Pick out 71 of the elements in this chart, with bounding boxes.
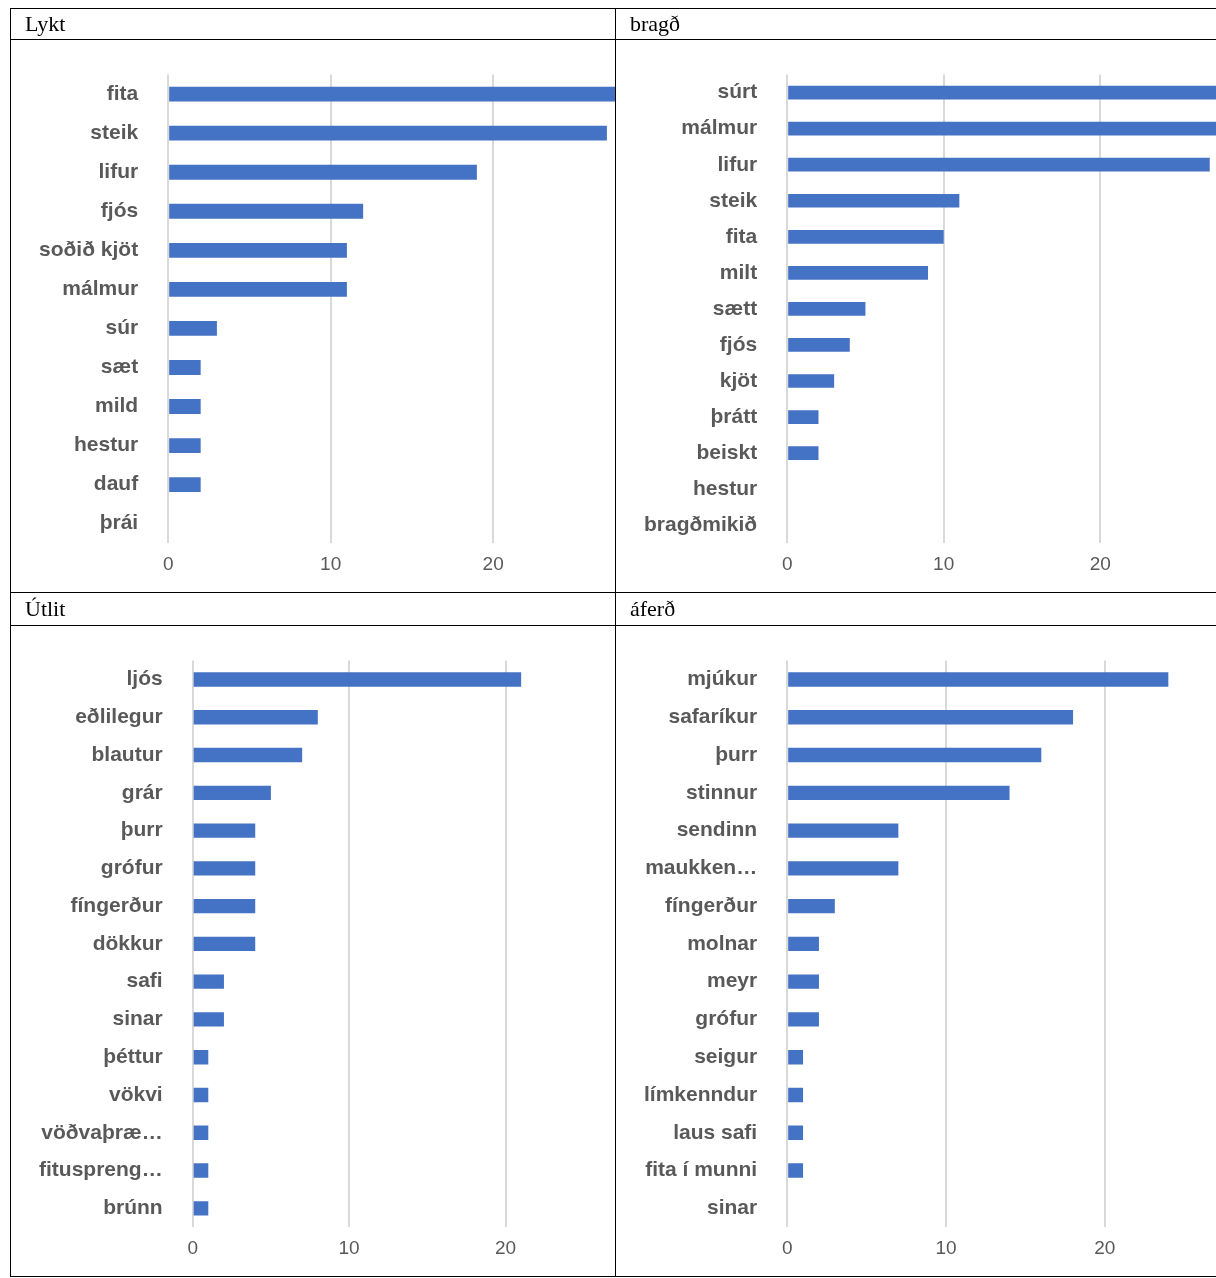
y-tick-label: safi [126, 968, 163, 992]
y-tick-label: fíngerður [665, 892, 758, 916]
y-tick-label: kjöt [719, 367, 758, 391]
y-tick-label: molnar [687, 930, 758, 954]
y-tick-label: ljós [126, 666, 163, 690]
x-tick-label: 10 [933, 552, 955, 574]
chart-title: Útlit [11, 593, 615, 626]
y-tick-label: grófur [100, 855, 163, 879]
y-tick-label: súr [105, 315, 139, 339]
x-tick-label: 20 [494, 1236, 517, 1258]
x-tick-label: 0 [187, 1236, 198, 1258]
y-tick-label: safaríkur [668, 704, 758, 728]
x-tick-label: 20 [1094, 1236, 1116, 1258]
y-tick-label: vökvi [108, 1081, 163, 1105]
y-tick-label: steik [90, 119, 139, 143]
x-tick-label: 20 [482, 552, 504, 574]
y-tick-label: soðið kjöt [38, 237, 139, 261]
y-tick-label: mild [94, 393, 139, 417]
y-tick-label: laus safi [673, 1119, 758, 1143]
y-tick-label: eðlilegur [75, 704, 163, 728]
y-tick-label: seigur [694, 1044, 758, 1068]
y-tick-label: límkenndur [644, 1081, 758, 1105]
y-tick-label: stinnur [686, 779, 758, 803]
y-tick-label: fita [725, 223, 758, 247]
x-tick-label: 10 [338, 1236, 360, 1258]
y-tick-label: þrátt [710, 403, 758, 427]
y-tick-label: dauf [93, 471, 140, 495]
y-tick-label: fíngerður [70, 892, 163, 916]
y-tick-label: málmur [62, 276, 139, 300]
x-tick-label: 0 [781, 552, 793, 574]
y-tick-label: lifur [98, 159, 139, 183]
y-tick-label: grár [121, 779, 163, 803]
y-tick-label: þrái [99, 510, 139, 534]
y-tick-label: hestur [73, 432, 139, 456]
y-tick-label: fjós [719, 331, 758, 355]
y-tick-label: fjós [100, 198, 139, 222]
y-tick-label: dökkur [92, 930, 163, 954]
y-tick-label: sinar [112, 1006, 163, 1030]
y-tick-label: bragðmikið [644, 511, 758, 535]
y-tick-label: sendinn [676, 817, 758, 841]
x-tick-label: 10 [320, 552, 342, 574]
y-tick-label: brúnn [103, 1195, 163, 1219]
chart-title: áferð [616, 593, 1216, 626]
y-tick-label: vöðvaþræ… [41, 1119, 163, 1143]
y-tick-label: lifur [717, 151, 758, 175]
x-tick-label: 0 [162, 552, 174, 574]
chart-title: Lykt [11, 9, 615, 40]
x-tick-label: 0 [781, 1236, 793, 1258]
y-tick-label: súrt [717, 79, 758, 103]
y-tick-label: steik [709, 187, 758, 211]
y-tick-label: fita í munni [645, 1157, 758, 1181]
y-tick-label: beiskt [696, 439, 758, 463]
y-tick-label: fituspreng… [38, 1157, 163, 1181]
y-tick-label: fita [106, 80, 139, 104]
y-tick-label: blautur [91, 741, 163, 765]
x-tick-label: 10 [935, 1236, 957, 1258]
y-tick-label: þurr [715, 741, 758, 765]
y-tick-label: þurr [120, 817, 163, 841]
y-tick-label: málmur [681, 115, 758, 139]
x-tick-label: 20 [1089, 552, 1111, 574]
y-tick-label: milt [719, 259, 758, 283]
y-tick-label: mjúkur [687, 666, 758, 690]
y-tick-label: hestur [693, 475, 758, 499]
y-tick-label: maukken… [645, 855, 758, 879]
y-tick-label: grófur [695, 1006, 758, 1030]
y-tick-label: sinar [706, 1195, 758, 1219]
y-tick-label: meyr [706, 968, 758, 992]
y-tick-label: sætt [712, 295, 758, 319]
chart-title: bragð [616, 9, 1216, 40]
y-tick-label: sæt [100, 354, 139, 378]
y-tick-label: þéttur [103, 1044, 163, 1068]
